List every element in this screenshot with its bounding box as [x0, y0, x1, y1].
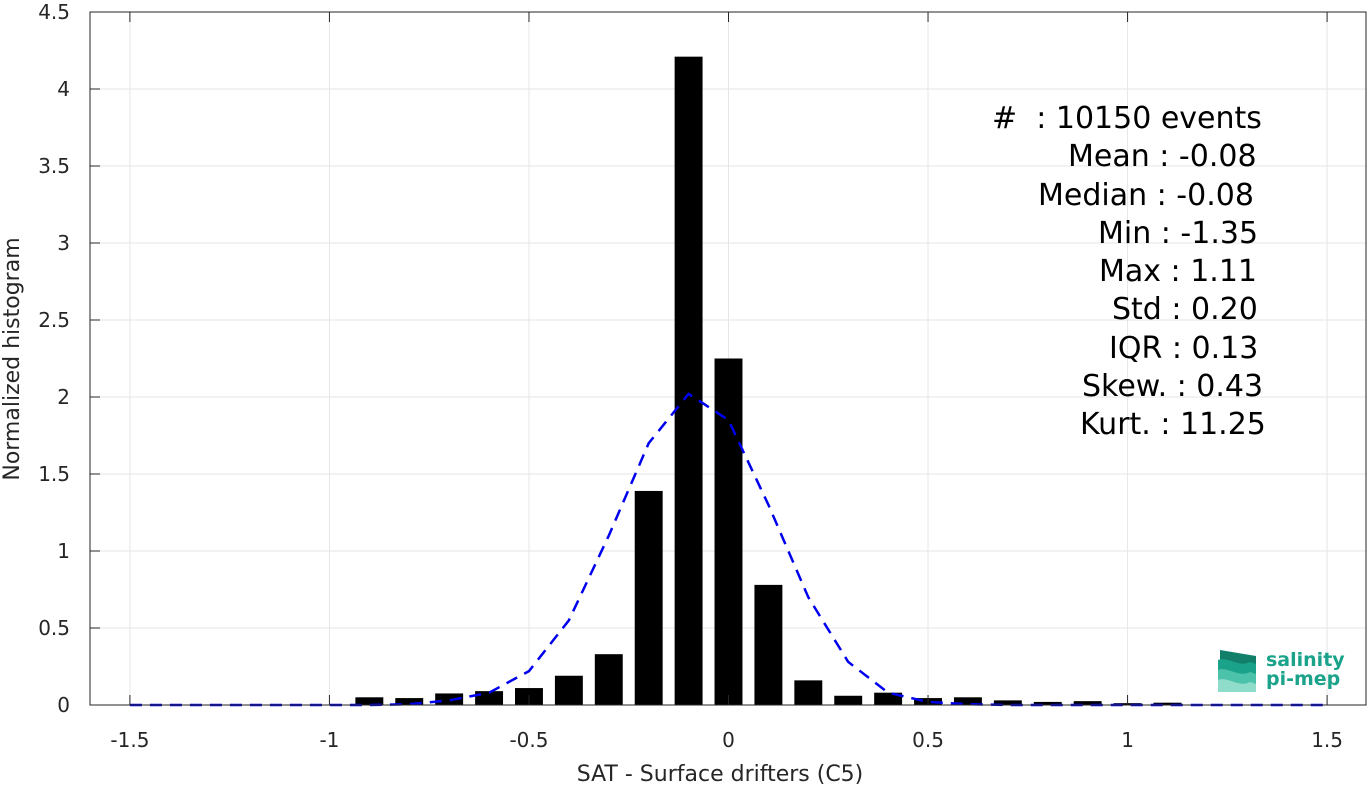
histogram-bar [714, 358, 743, 705]
histogram-bar [834, 695, 863, 705]
stat-count: # : 10150 events [992, 101, 1262, 136]
histogram-bar [1073, 701, 1102, 705]
y-tick-label: 1 [57, 539, 70, 563]
wave-logo-icon [1218, 650, 1256, 692]
x-tick-label: 1.5 [1311, 728, 1343, 752]
x-tick-label: 1 [1121, 728, 1134, 752]
histogram-bar [594, 654, 623, 705]
y-tick-label: 4.5 [38, 0, 70, 24]
histogram-bar [435, 693, 464, 705]
stat-iqr: IQR : 0.13 [1109, 330, 1259, 366]
stat-max: Max : 1.11 [1099, 254, 1257, 290]
histogram-bars [355, 56, 1182, 706]
y-tick-label: 1.5 [38, 462, 70, 486]
x-tick-label: -1.5 [110, 728, 149, 752]
x-tick-label: -0.5 [509, 728, 548, 752]
y-tick-label: 0 [57, 693, 70, 717]
y-tick-label: 2.5 [38, 308, 70, 332]
histogram-bar [993, 700, 1022, 705]
salinity-pimep-logo: salinity pi-mep [1216, 646, 1346, 694]
stat-median: Median : -0.08 [1038, 177, 1254, 213]
logo-line-2: pi-mep [1266, 668, 1341, 690]
histogram-bar [674, 56, 703, 706]
histogram-bar [1033, 701, 1062, 705]
histogram-bar [953, 697, 982, 705]
histogram-bar [554, 675, 583, 705]
stat-min: Min : -1.35 [1098, 215, 1259, 251]
histogram-bar [874, 692, 903, 705]
x-tick-label: 0 [722, 728, 735, 752]
y-tick-label: 2 [57, 385, 70, 409]
logo-line-1: salinity [1266, 649, 1345, 671]
stat-std: Std : 0.20 [1112, 292, 1258, 328]
x-tick-label: -1 [319, 728, 339, 752]
y-axis-ticks: 0 0.5 1 1.5 2 2.5 3 3.5 4 4.5 [38, 0, 100, 717]
histogram-bar [794, 680, 823, 705]
histogram-bar [355, 697, 384, 705]
stat-mean: Mean : -0.08 [1068, 139, 1257, 175]
x-tick-label: 0.5 [912, 728, 944, 752]
stat-kurt: Kurt. : 11.25 [1080, 407, 1266, 443]
y-axis-title: Normalized histogram [0, 237, 25, 480]
histogram-bar [1153, 702, 1182, 705]
histogram-bar [395, 698, 424, 705]
x-axis-ticks: -1.5 -1 -0.5 0 0.5 1 1.5 [110, 12, 1343, 752]
y-tick-label: 4 [57, 77, 70, 101]
histogram-bar [475, 691, 504, 705]
y-tick-label: 3.5 [38, 154, 70, 178]
histogram-bar [754, 584, 783, 705]
y-tick-label: 3 [57, 231, 70, 255]
histogram-bar [634, 490, 663, 705]
statistics-annotation: # : 10150 events Mean : -0.08 Median : -… [940, 100, 1280, 445]
y-tick-label: 0.5 [38, 616, 70, 640]
stat-skew: Skew. : 0.43 [1082, 369, 1264, 405]
x-axis-title: SAT - Surface drifters (C5) [577, 762, 864, 785]
